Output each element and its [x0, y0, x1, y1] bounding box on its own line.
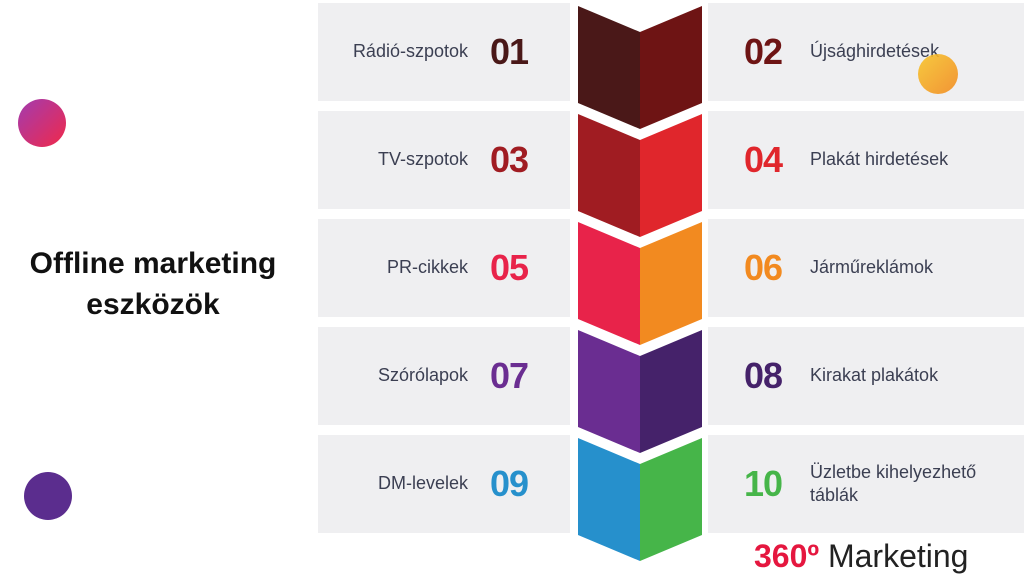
- arrow-segment: [578, 222, 640, 345]
- decor-dot: [24, 472, 72, 520]
- item-number: 09: [490, 463, 529, 504]
- item-label: Újsághirdetések: [810, 41, 940, 62]
- item-label: Járműreklámok: [810, 257, 934, 278]
- arrow-segment: [640, 6, 702, 129]
- item-number: 01: [490, 31, 529, 72]
- brand-accent: 360º: [754, 538, 820, 574]
- arrow-segment: [578, 330, 640, 453]
- item-label: Üzletbe kihelyezhető táblák: [810, 461, 977, 505]
- item-number: 07: [490, 355, 529, 396]
- title: Offline marketing eszközök: [29, 247, 277, 321]
- item-panel: 08 Kirakat plakátok: [708, 327, 1024, 425]
- item-panel: Szórólapok 07: [318, 327, 570, 425]
- item-panel: 06 Járműreklámok: [708, 219, 1024, 317]
- arrow-segment: [640, 330, 702, 453]
- item-panel: Rádió-szpotok 01: [318, 3, 570, 101]
- decor-dot: [18, 99, 66, 147]
- arrow-segment: [578, 6, 640, 129]
- arrow-segment: [640, 114, 702, 237]
- item-panel: 02 Újsághirdetések: [708, 3, 1024, 101]
- arrow-segment: [578, 114, 640, 237]
- item-panel: 04 Plakát hirdetések: [708, 111, 1024, 209]
- arrow-segment: [640, 438, 702, 561]
- item-number: 06: [744, 247, 783, 288]
- item-panel: DM-levelek 09: [318, 435, 570, 533]
- item-number: 05: [490, 247, 529, 288]
- item-label: DM-levelek: [377, 473, 468, 494]
- item-number: 03: [490, 139, 529, 180]
- item-number: 04: [744, 139, 783, 180]
- item-panel: 10 Üzletbe kihelyezhető táblák: [708, 435, 1024, 533]
- item-label: Kirakat plakátok: [810, 365, 939, 386]
- brand: 360º Marketing: [754, 538, 968, 575]
- item-panel: TV-szpotok 03: [318, 111, 570, 209]
- arrow-segment: [578, 438, 640, 561]
- item-number: 10: [744, 463, 783, 504]
- arrow-segment: [640, 222, 702, 345]
- item-number: 02: [744, 31, 783, 72]
- item-label: Rádió-szpotok: [352, 41, 468, 62]
- item-label: Szórólapok: [377, 365, 468, 386]
- item-label: TV-szpotok: [377, 149, 468, 170]
- item-number: 08: [744, 355, 783, 396]
- decor-dot: [918, 54, 958, 94]
- item-label: PR-cikkek: [386, 257, 468, 278]
- brand-name: Marketing: [827, 538, 969, 574]
- item-panel: PR-cikkek 05: [318, 219, 570, 317]
- item-label: Plakát hirdetések: [810, 149, 949, 170]
